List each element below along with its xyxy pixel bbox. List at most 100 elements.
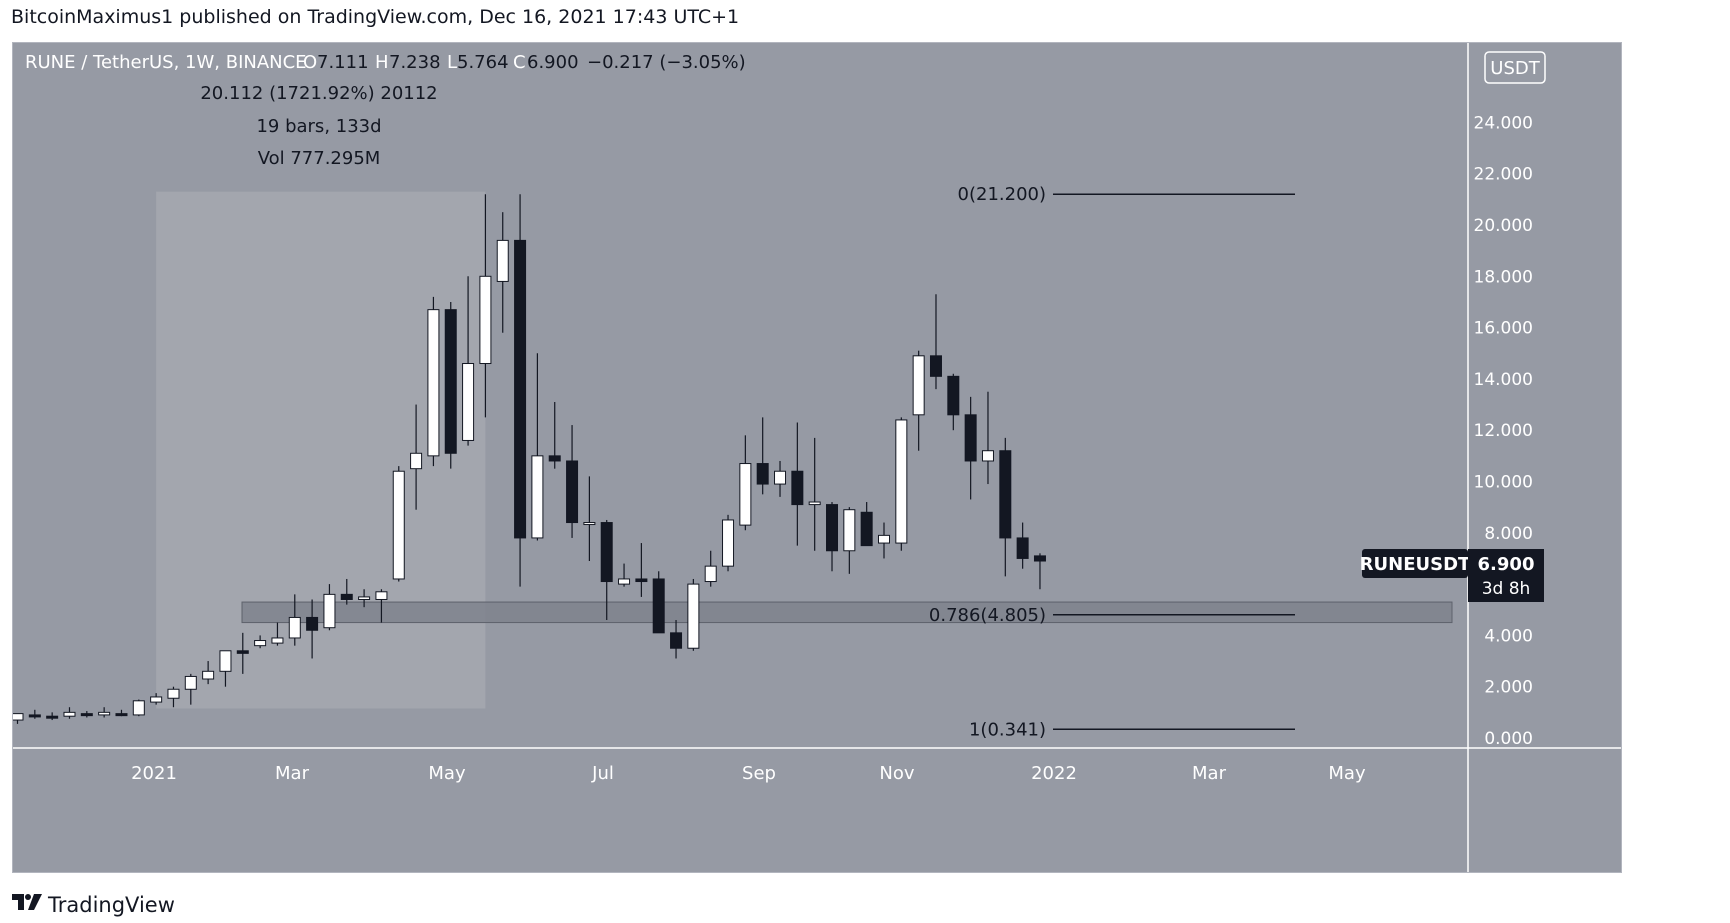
candle-body-up bbox=[219, 650, 232, 672]
candle[interactable] bbox=[1016, 522, 1029, 569]
candle[interactable] bbox=[652, 571, 665, 634]
candle[interactable] bbox=[202, 661, 215, 685]
candle-body-up bbox=[13, 713, 24, 721]
candle-body-up bbox=[98, 711, 111, 716]
candle[interactable] bbox=[288, 594, 301, 646]
candle-body-up bbox=[427, 309, 440, 457]
candle[interactable] bbox=[929, 294, 942, 390]
time-tick-label: May bbox=[428, 763, 466, 784]
chart-panel[interactable]: 0(21.200) 0.786(4.805) 1(0.341) 0.000 2.000… bbox=[12, 42, 1622, 873]
price-tick-label: 10.000 bbox=[1474, 473, 1533, 493]
candle-body-up bbox=[895, 419, 908, 544]
candle[interactable] bbox=[271, 622, 284, 646]
candle[interactable] bbox=[80, 711, 93, 718]
candle[interactable] bbox=[28, 709, 41, 719]
candle[interactable] bbox=[548, 401, 561, 469]
candle-body-up bbox=[410, 452, 423, 470]
candle-body-down bbox=[566, 460, 579, 524]
candle[interactable] bbox=[167, 686, 180, 708]
candle[interactable] bbox=[444, 301, 457, 469]
candle[interactable] bbox=[808, 437, 821, 551]
candle[interactable] bbox=[774, 460, 787, 497]
fib-level[interactable]: 0.786(4.805) bbox=[929, 605, 1295, 626]
candle[interactable] bbox=[236, 632, 249, 674]
candle[interactable] bbox=[63, 707, 76, 719]
candle[interactable] bbox=[860, 502, 873, 547]
time-tick-label: 2022 bbox=[1031, 763, 1077, 784]
candle[interactable] bbox=[132, 699, 145, 717]
candle[interactable] bbox=[670, 620, 683, 659]
candle[interactable] bbox=[46, 712, 59, 721]
bar-countdown: 3d 8h bbox=[1482, 579, 1531, 599]
candle[interactable] bbox=[999, 437, 1012, 577]
candle[interactable] bbox=[323, 584, 336, 631]
legend-high: 7.238 bbox=[389, 52, 441, 73]
candle[interactable] bbox=[739, 435, 752, 531]
candle[interactable] bbox=[115, 709, 128, 717]
candle-body-down bbox=[791, 470, 804, 506]
support-zone[interactable] bbox=[241, 601, 1453, 624]
candle[interactable] bbox=[947, 373, 960, 431]
candle[interactable] bbox=[878, 522, 890, 559]
measure-bars: 19 bars, 133d bbox=[256, 116, 381, 137]
ohlc-readout: O 7.111 H 7.238 L 5.764 C 6.900 −0.217 (… bbox=[303, 52, 746, 73]
candle[interactable] bbox=[531, 353, 544, 541]
candle[interactable] bbox=[618, 563, 631, 587]
candle[interactable] bbox=[756, 417, 769, 495]
time-tick-label: May bbox=[1328, 763, 1366, 784]
candle-body-down bbox=[929, 355, 942, 377]
candle[interactable] bbox=[1033, 553, 1046, 590]
candle[interactable] bbox=[981, 391, 994, 485]
candle[interactable] bbox=[895, 417, 908, 551]
fibonacci-levels: 0(21.200) 0.786(4.805) 1(0.341) bbox=[929, 184, 1295, 740]
candle[interactable] bbox=[704, 550, 717, 587]
time-axis[interactable]: 2021 Mar May Jul Sep Nov 2022 Mar May bbox=[131, 763, 1366, 784]
candle[interactable] bbox=[13, 713, 24, 724]
candle[interactable] bbox=[635, 543, 648, 597]
candle-body-up bbox=[496, 239, 509, 282]
candle-body-up bbox=[288, 616, 301, 639]
candle[interactable] bbox=[219, 650, 232, 687]
candle[interactable] bbox=[479, 194, 492, 418]
legend-open: 7.111 bbox=[317, 52, 369, 73]
tradingview-brand[interactable]: TradingView bbox=[12, 892, 175, 917]
tradingview-wordmark: TradingView bbox=[48, 892, 175, 917]
candle[interactable] bbox=[722, 514, 735, 572]
legend-l-label: L bbox=[447, 52, 457, 73]
candle[interactable] bbox=[964, 396, 977, 500]
candle[interactable] bbox=[358, 589, 371, 608]
candle[interactable] bbox=[410, 404, 423, 510]
candle[interactable] bbox=[184, 673, 197, 705]
price-tick-label: 24.000 bbox=[1474, 113, 1533, 133]
candle[interactable] bbox=[912, 350, 925, 451]
candlestick-chart[interactable]: 0(21.200) 0.786(4.805) 1(0.341) 0.000 2.000… bbox=[13, 43, 1621, 872]
candle[interactable] bbox=[462, 276, 475, 446]
fib-level[interactable]: 0(21.200) bbox=[958, 184, 1295, 205]
candle-body-up bbox=[739, 463, 752, 526]
candle[interactable] bbox=[375, 589, 388, 623]
candle[interactable] bbox=[687, 578, 700, 651]
candle[interactable] bbox=[98, 707, 111, 718]
candle[interactable] bbox=[566, 425, 579, 538]
price-tick-label: 18.000 bbox=[1474, 267, 1533, 287]
legend-symbol[interactable]: RUNE / TetherUS, 1W, BINANCE bbox=[25, 52, 307, 73]
candle[interactable] bbox=[600, 519, 613, 621]
candle[interactable] bbox=[496, 212, 509, 333]
price-tick-label: 12.000 bbox=[1474, 421, 1533, 441]
candle[interactable] bbox=[392, 466, 405, 582]
candle-body-down bbox=[999, 450, 1012, 539]
legend-c-label: C bbox=[513, 52, 526, 73]
candle[interactable] bbox=[340, 578, 353, 605]
candle[interactable] bbox=[843, 507, 856, 574]
candle-body-up bbox=[150, 696, 163, 703]
candle[interactable] bbox=[306, 599, 319, 659]
candle[interactable] bbox=[514, 194, 527, 587]
candle[interactable] bbox=[427, 296, 440, 467]
candle[interactable] bbox=[254, 635, 267, 649]
candle[interactable] bbox=[826, 502, 839, 572]
candle[interactable] bbox=[791, 422, 804, 546]
currency-badge[interactable] bbox=[1484, 51, 1546, 84]
candle[interactable] bbox=[150, 693, 163, 705]
candle[interactable] bbox=[583, 476, 596, 562]
fib-level[interactable]: 1(0.341) bbox=[969, 719, 1295, 740]
